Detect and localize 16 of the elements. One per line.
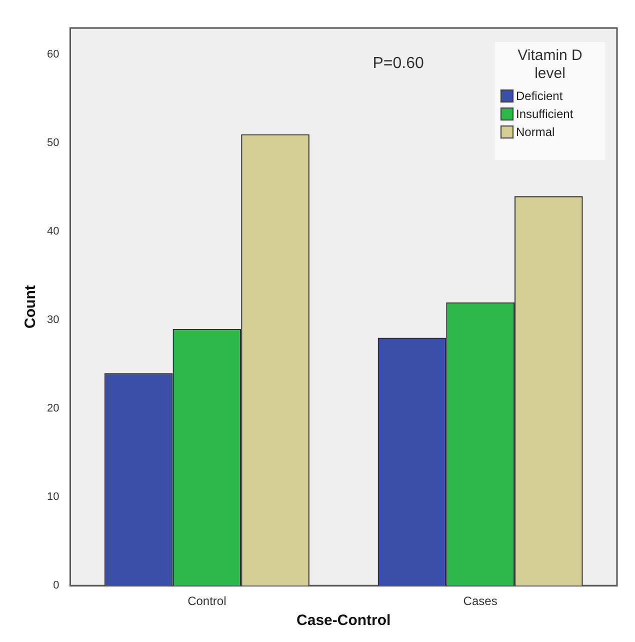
- legend-label: Deficient: [516, 89, 564, 103]
- y-tick-label: 10: [46, 491, 60, 504]
- x-tick-label: Cases: [463, 594, 498, 608]
- y-tick-label: 0: [53, 580, 60, 592]
- y-tick-label: 50: [46, 137, 60, 150]
- x-tick-label: Control: [188, 594, 226, 608]
- y-tick-label: 30: [46, 314, 60, 326]
- y-tick-label: 40: [46, 226, 60, 238]
- y-tick-label: 60: [46, 48, 60, 61]
- legend-title: Vitamin D level: [518, 47, 583, 82]
- x-axis-title: Case-Control: [296, 612, 391, 630]
- y-axis-title: Count: [22, 285, 40, 328]
- annotation: P=0.60: [372, 55, 424, 72]
- legend-label: Insufficient: [516, 107, 574, 121]
- y-tick-label: 20: [46, 402, 60, 415]
- legend-label: Normal: [516, 125, 555, 139]
